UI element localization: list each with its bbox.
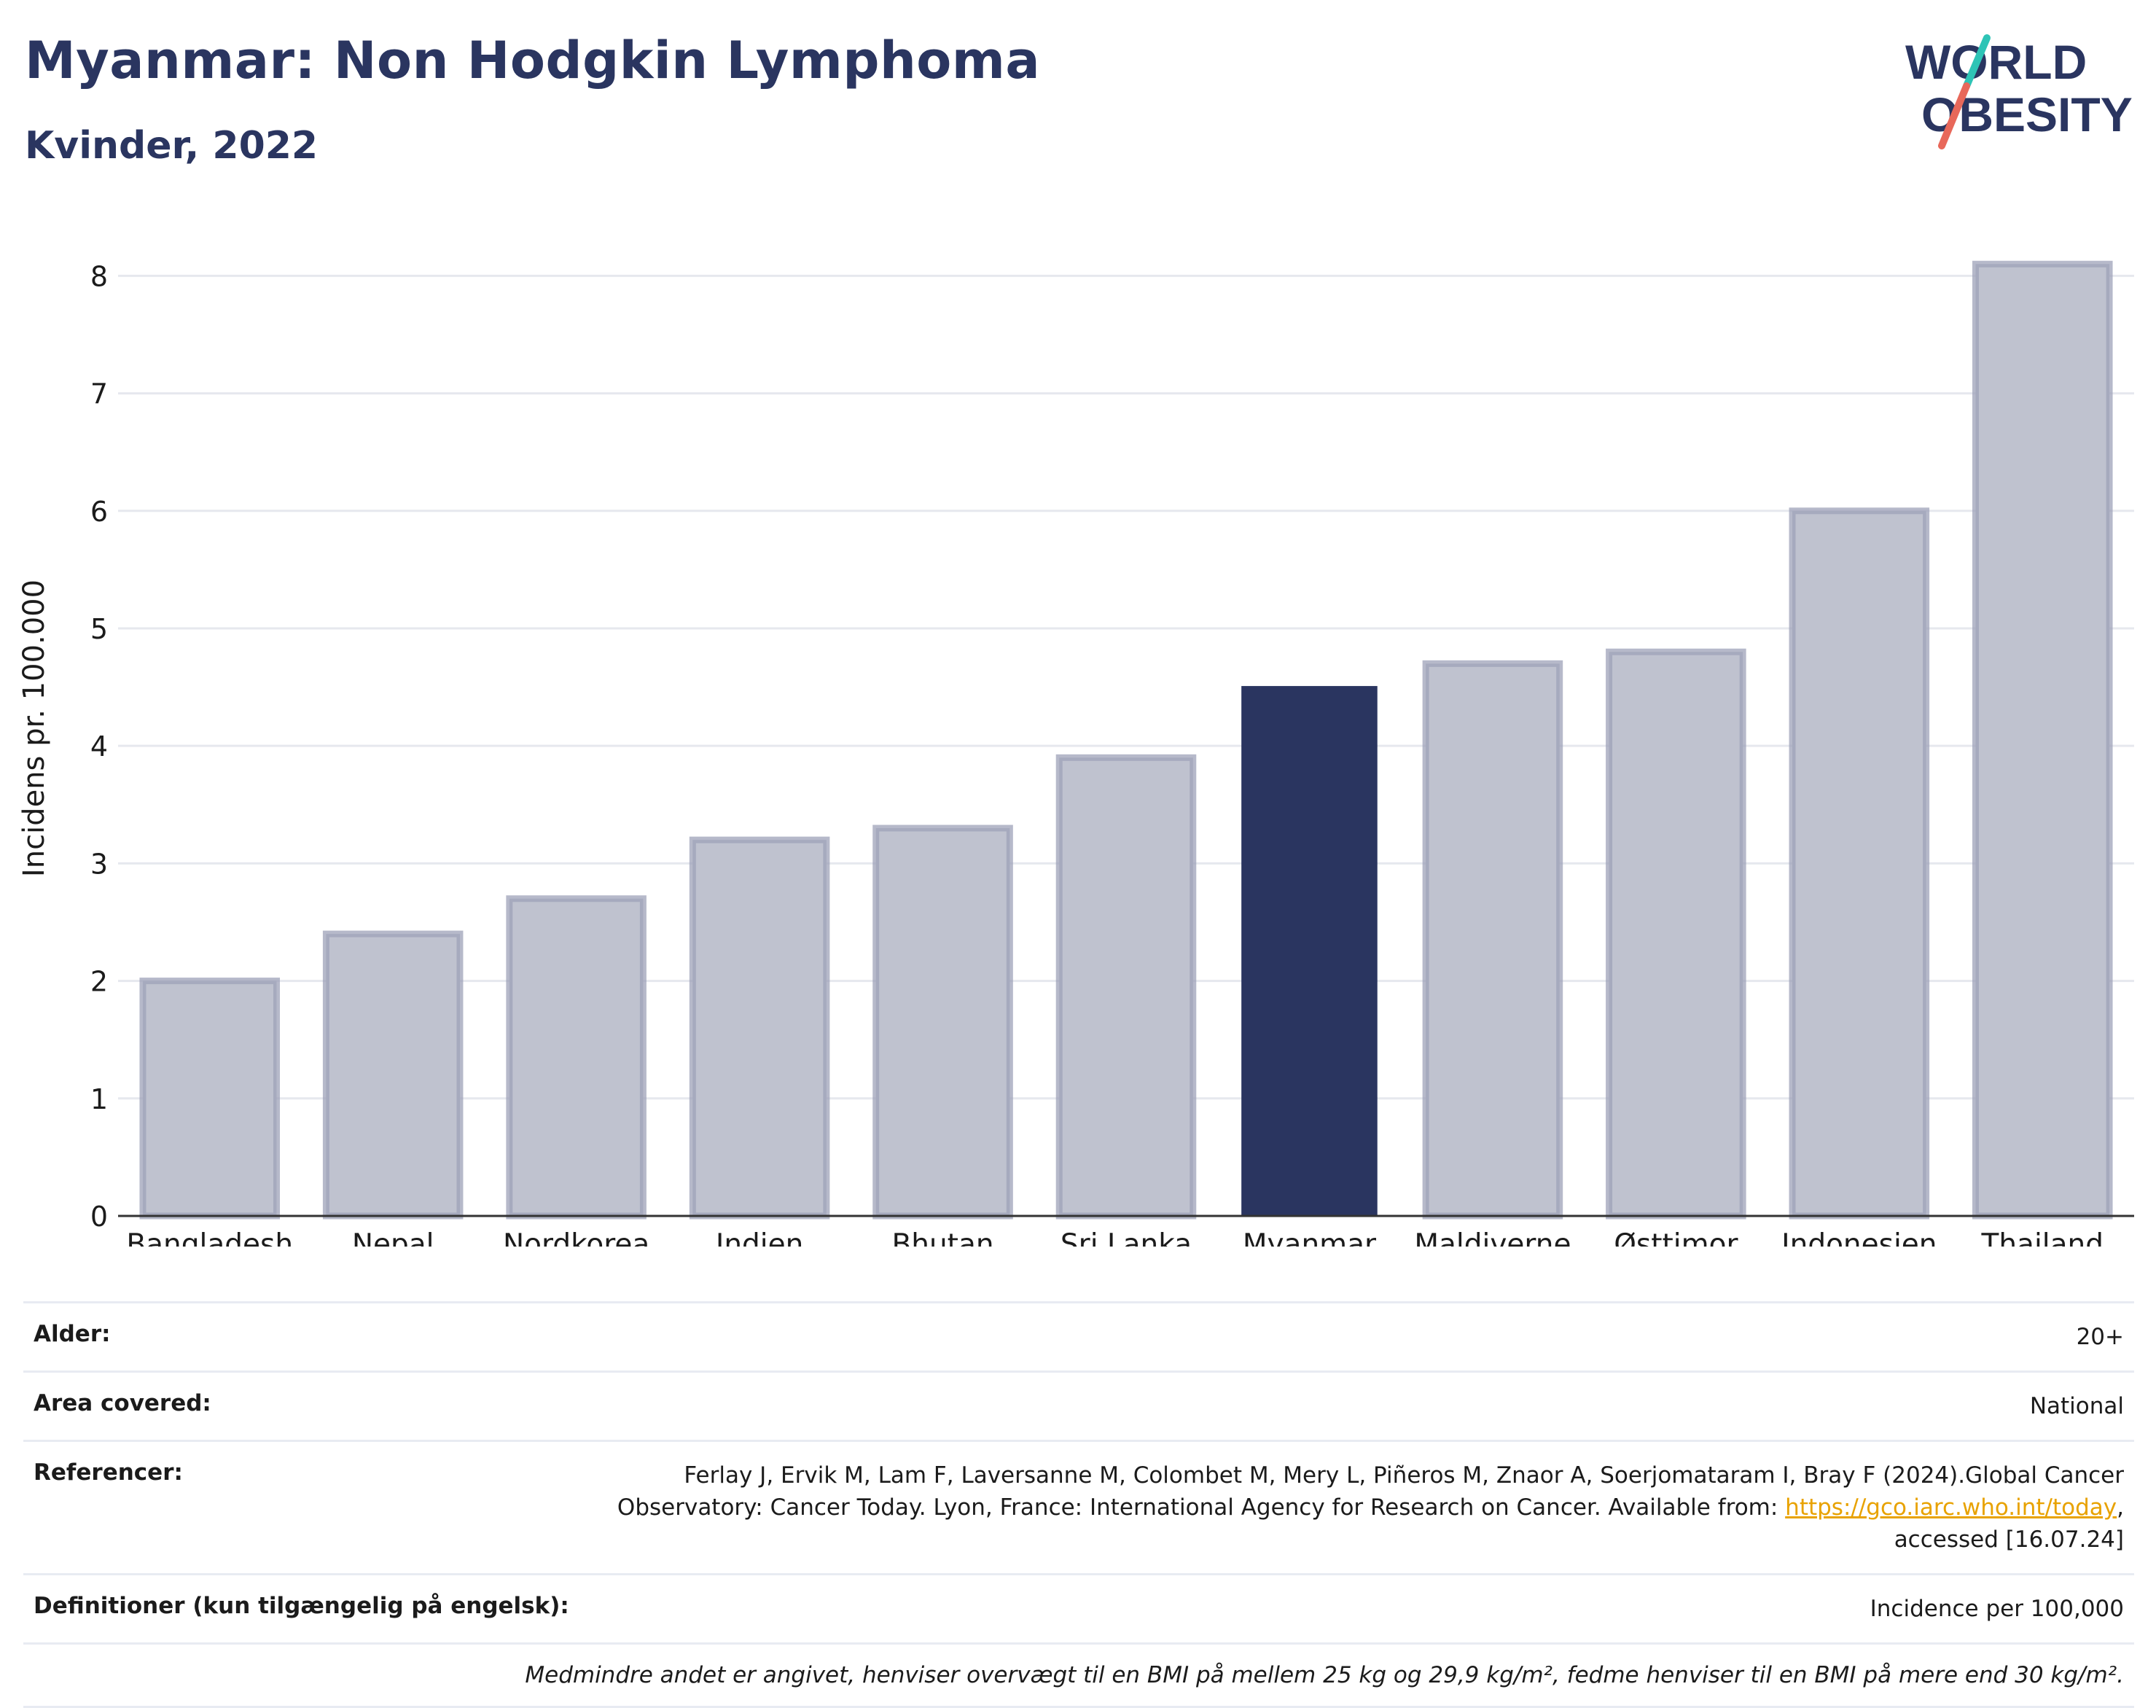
y-tick-label: 3 (90, 848, 108, 880)
page-subtitle: Kvinder, 2022 (25, 124, 319, 168)
x-tick-label: Myanmar (1243, 1228, 1377, 1247)
bar-nordkorea (506, 895, 647, 1220)
age-label: Alder: (23, 1301, 598, 1372)
y-tick-label: 8 (90, 260, 108, 292)
info-row-area: Area covered: National (23, 1370, 2134, 1441)
bars (139, 260, 2113, 1220)
references-label: Referencer: (23, 1440, 598, 1575)
y-tick-label: 5 (90, 613, 108, 645)
y-tick-label: 6 (90, 496, 108, 528)
info-table: Alder: 20+ Area covered: National Refere… (23, 1301, 2134, 1708)
logo-accent-coral (1938, 82, 1970, 149)
bar-indonesien (1789, 507, 1930, 1220)
x-tick-label: Maldiverne (1414, 1228, 1571, 1247)
bmi-note: Medmindre andet er angivet, henviser ove… (23, 1642, 2134, 1708)
bar-maldiverne (1422, 660, 1563, 1220)
x-tick-label: Indonesien (1781, 1228, 1937, 1247)
world-obesity-logo: WORLD OBESITY (1895, 22, 2143, 153)
x-tick-label: Nordkorea (503, 1228, 649, 1247)
info-row-references: Referencer: Ferlay J, Ervik M, Lam F, La… (23, 1440, 2134, 1575)
x-tick-labels: Bangladesh Nepal Nordkorea Indien Bhutan Sri … (126, 1228, 2104, 1247)
age-value: 20+ (598, 1301, 2134, 1372)
bar-indien (689, 836, 830, 1220)
references-text-1: Ferlay J, Ervik M, Lam F, Laversanne M, … (617, 1462, 2124, 1521)
bar-østtimor (1606, 648, 1746, 1220)
area-label: Area covered: (23, 1370, 598, 1441)
info-row-note: Medmindre andet er angivet, henviser ove… (23, 1642, 2134, 1708)
x-tick-label: Bhutan (891, 1228, 993, 1247)
x-tick-label: Østtimor (1614, 1228, 1738, 1247)
page-title: Myanmar: Non Hodgkin Lymphoma (25, 31, 1041, 90)
area-value: National (598, 1370, 2134, 1441)
logo-line1: WORLD (1905, 35, 2087, 89)
logo-accent-teal (1963, 34, 1991, 90)
bar-nepal (322, 930, 464, 1220)
x-tick-label: Thailand (1981, 1228, 2104, 1247)
bar-bhutan (872, 824, 1013, 1220)
definitions-label: Definitioner (kun tilgængelig på engelsk… (23, 1573, 598, 1644)
y-tick-labels: 0 1 2 3 4 5 6 7 8 (90, 260, 108, 1233)
references-text-2: , accessed [16.07.24] (1894, 1494, 2124, 1553)
bar-sri-lanka (1055, 754, 1197, 1220)
references-link[interactable]: https://gco.iarc.who.int/today (1785, 1494, 2117, 1521)
info-row-age: Alder: 20+ (23, 1301, 2134, 1372)
definitions-value: Incidence per 100,000 (598, 1573, 2134, 1644)
y-tick-label: 1 (90, 1083, 108, 1115)
y-tick-label: 7 (90, 378, 108, 410)
y-tick-label: 0 (90, 1201, 108, 1233)
chart-svg: 0 1 2 3 4 5 6 7 8 Bangladesh Nepal Nordkorea Indien… (17, 260, 2134, 1247)
x-tick-label: Bangladesh (126, 1228, 293, 1247)
bar-chart: 0 1 2 3 4 5 6 7 8 Bangladesh Nepal Nordkorea Indien… (0, 168, 2156, 1247)
x-tick-label: Nepal (352, 1228, 434, 1247)
y-tick-label: 4 (90, 730, 108, 763)
y-tick-label: 2 (90, 966, 108, 998)
x-tick-label: Sri Lanka (1061, 1228, 1192, 1247)
x-tick-label: Indien (716, 1228, 804, 1247)
y-axis-label: Incidens pr. 100.000 (17, 580, 51, 877)
info-row-definitions: Definitioner (kun tilgængelig på engelsk… (23, 1573, 2134, 1644)
bar-bangladesh (139, 978, 281, 1220)
bar-thailand (1972, 260, 2113, 1220)
references-value: Ferlay J, Ervik M, Lam F, Laversanne M, … (598, 1440, 2134, 1575)
bar-myanmar (1241, 686, 1378, 1217)
